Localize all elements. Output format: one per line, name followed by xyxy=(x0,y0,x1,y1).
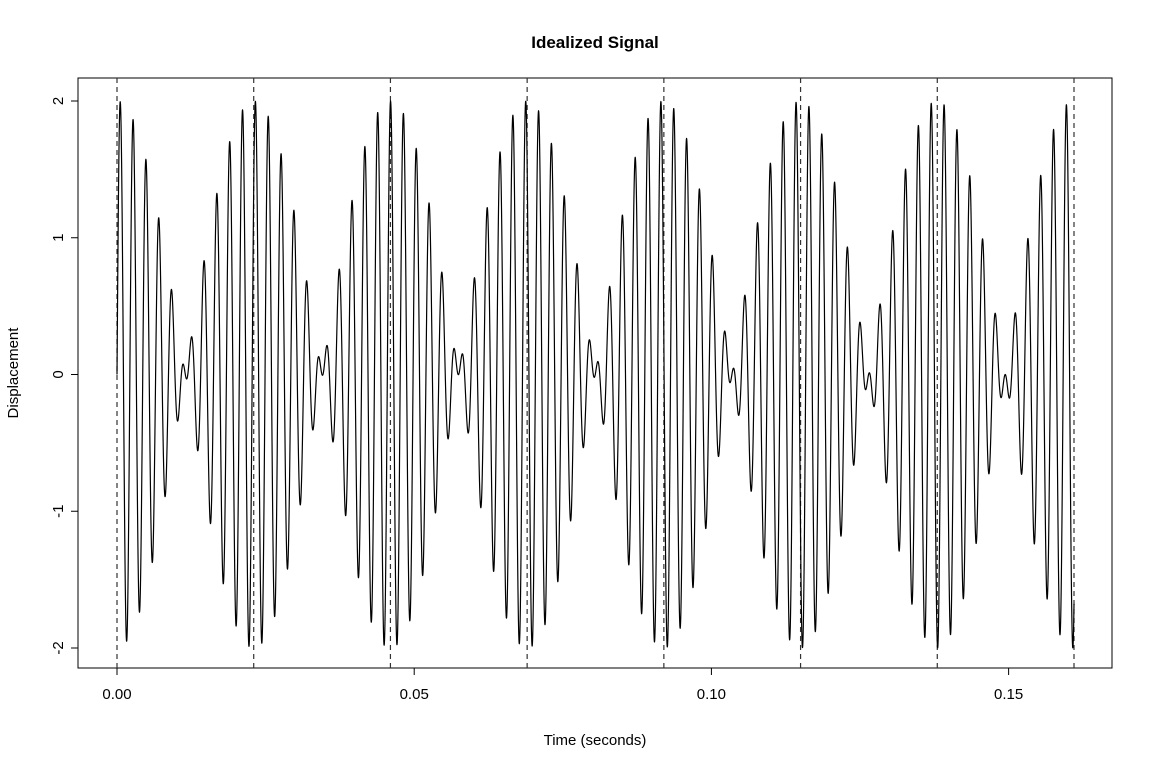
x-tick-label: 0.15 xyxy=(994,686,1023,703)
x-tick-label: 0.00 xyxy=(102,686,131,703)
signal-line xyxy=(116,100,1075,649)
y-tick-label: 1 xyxy=(50,234,67,242)
chart-title: Idealized Signal xyxy=(531,33,659,52)
x-axis: 0.00 0.05 0.10 0.15 xyxy=(102,667,1023,703)
y-tick-label: 0 xyxy=(50,370,67,378)
y-tick-label: -1 xyxy=(50,505,67,518)
x-axis-label: Time (seconds) xyxy=(544,732,647,749)
y-axis-label: Displacement xyxy=(5,327,22,419)
y-tick-label: -2 xyxy=(50,641,67,654)
y-tick-label: 2 xyxy=(50,97,67,105)
x-tick-label: 0.05 xyxy=(400,686,429,703)
x-tick-label: 0.10 xyxy=(697,686,726,703)
y-axis: -2 -1 0 1 2 xyxy=(50,97,79,655)
